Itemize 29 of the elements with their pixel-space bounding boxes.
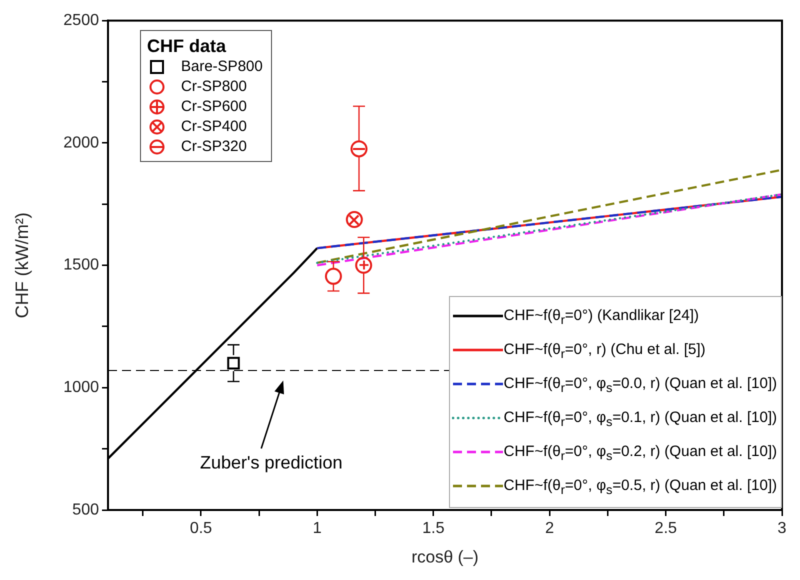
y-axis-title: CHF (kW/m²) (12, 212, 32, 318)
legend-label: CHF~f(θ$_{r}$=0°, φ$_{s}$=0.1, r) (Quan et al. [10]) (504, 409, 777, 429)
x-tick-label: 1 (312, 520, 322, 538)
x-tick-label: 1.5 (422, 520, 445, 538)
legend-label: Cr-SP800 (181, 78, 247, 95)
x-tick-label: 2.5 (654, 520, 678, 538)
y-tick-label: 2000 (63, 134, 100, 152)
annotation: Zuber's prediction (200, 452, 342, 472)
legend-label: Bare-SP800 (181, 58, 263, 75)
x-tick-label: 0.5 (190, 520, 212, 538)
y-tick-label: 500 (72, 501, 100, 518)
legend-label: CHF~f(θ$_{r}$=0°) (Kandlikar [24]) (504, 307, 699, 327)
point (227, 356, 240, 370)
legend-label: Cr-SP600 (181, 98, 247, 115)
legend-label: CHF~f(θ$_{r}$=0°, r) (Chu et al. [5]) (504, 341, 706, 361)
y-tick-label: 2500 (63, 12, 100, 30)
x-tick-label: 2 (545, 520, 554, 538)
point (350, 140, 368, 158)
x-tick-label: 3 (778, 520, 787, 538)
legend-label: Cr-SP400 (181, 118, 247, 135)
legend-title: CHF data (147, 35, 228, 57)
x-axis-title: rcosθ (–) (411, 547, 479, 566)
legend-label: CHF~f(θ$_{r}$=0°, φ$_{s}$=0.2, r) (Quan et al. [10]) (504, 443, 777, 463)
y-tick-label: 1000 (63, 379, 100, 396)
legend-label: CHF~f(θ$_{r}$=0°, φ$_{s}$=0.5, r) (Quan et al. [10]) (504, 477, 777, 497)
point (324, 268, 342, 285)
y-tick-label: 1500 (63, 256, 100, 274)
legend-label: CHF~f(θ$_{r}$=0°, φ$_{s}$=0.0, r) (Quan et al. [10]) (504, 375, 777, 395)
legend-label: Cr-SP320 (181, 138, 247, 155)
